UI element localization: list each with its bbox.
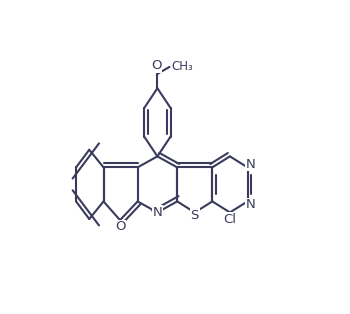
Text: Cl: Cl xyxy=(223,213,237,225)
Text: S: S xyxy=(190,209,199,222)
Text: O: O xyxy=(115,220,125,233)
Text: N: N xyxy=(245,198,255,211)
Text: N: N xyxy=(245,158,255,171)
Text: CH₃: CH₃ xyxy=(172,60,194,73)
Text: N: N xyxy=(153,206,162,219)
Text: O: O xyxy=(151,59,162,72)
